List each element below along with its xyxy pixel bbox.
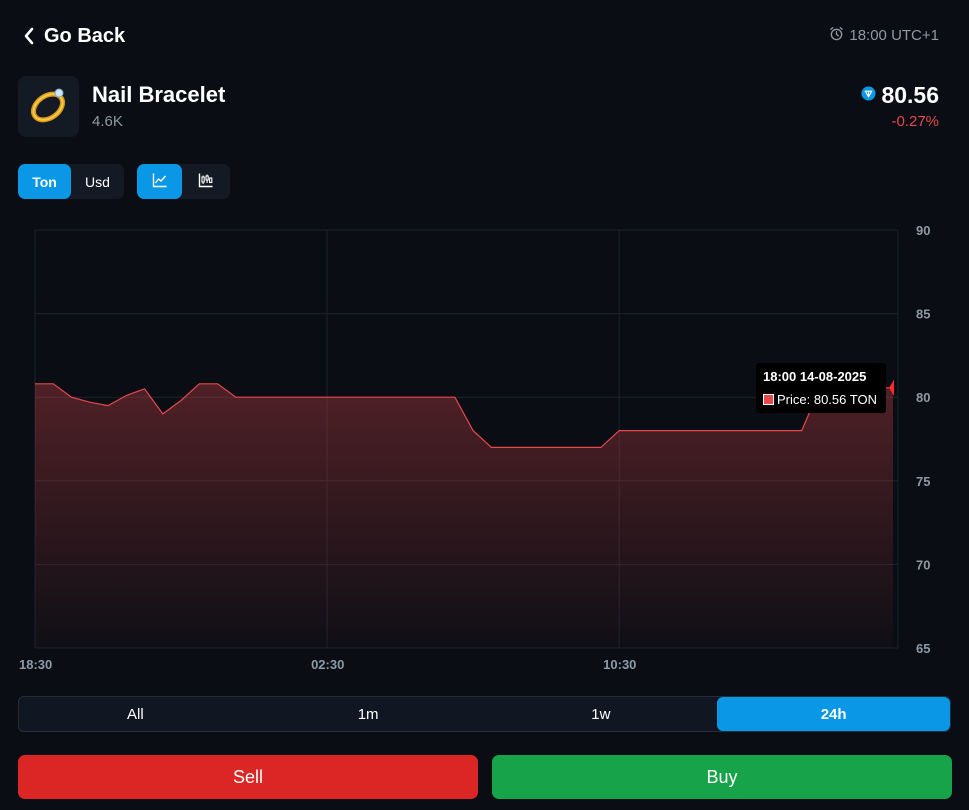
range-tab-all[interactable]: All <box>127 705 144 723</box>
price-area <box>35 383 893 648</box>
range-tab-24h[interactable]: 24h <box>717 697 950 731</box>
range-tabs: All 1m 1w 24h <box>18 696 951 732</box>
range-tab-1w[interactable]: 1w <box>591 705 611 723</box>
line-chart-icon <box>152 172 168 191</box>
currency-toggle: Ton Usd <box>18 164 124 199</box>
item-thumbnail <box>18 76 79 137</box>
sell-button[interactable]: Sell <box>18 755 478 799</box>
current-price: 80.56 <box>881 82 939 108</box>
price-chart-svg[interactable]: 65 70 75 80 85 90 18:30 02:30 10:30 <box>0 210 969 680</box>
price-line <box>35 383 893 448</box>
line-chart-button[interactable] <box>137 164 182 199</box>
clock-text: 18:00 UTC+1 <box>849 27 939 44</box>
candlestick-chart-icon <box>198 172 214 191</box>
x-tick-label: 02:30 <box>311 657 344 672</box>
buy-button[interactable]: Buy <box>492 755 952 799</box>
item-name: Nail Bracelet <box>92 82 226 107</box>
y-tick-label: 80 <box>916 390 930 405</box>
timezone-clock: 18:00 UTC+1 <box>829 26 939 45</box>
ton-icon <box>861 85 876 106</box>
last-price-marker <box>889 379 894 396</box>
currency-option-usd[interactable]: Usd <box>85 173 110 190</box>
price-block: 80.56 <box>861 82 939 109</box>
chart-type-toggle <box>137 164 230 199</box>
y-tick-label: 90 <box>916 223 930 238</box>
ring-icon <box>26 81 72 132</box>
alarm-clock-icon <box>829 26 844 45</box>
price-change: -0.27% <box>891 113 939 130</box>
tooltip-swatch <box>763 394 774 405</box>
go-back-label: Go Back <box>44 24 126 47</box>
currency-option-ton[interactable]: Ton <box>18 164 71 199</box>
range-tab-1m[interactable]: 1m <box>357 705 379 723</box>
chart-tooltip: 18:00 14-08-2025 Price: 80.56 TON <box>756 363 886 413</box>
chevron-left-icon <box>22 27 36 45</box>
tooltip-title: 18:00 14-08-2025 <box>763 369 867 384</box>
x-tick-label: 18:30 <box>19 657 52 672</box>
y-tick-label: 85 <box>916 307 930 322</box>
price-chart[interactable]: 65 70 75 80 85 90 18:30 02:30 10:30 <box>0 210 969 680</box>
go-back-button[interactable]: Go Back <box>22 22 125 50</box>
y-tick-label: 70 <box>916 557 930 572</box>
y-tick-label: 65 <box>916 641 930 656</box>
item-supply: 4.6K <box>92 113 123 130</box>
tooltip-price: Price: 80.56 TON <box>777 392 877 407</box>
x-tick-label: 10:30 <box>603 657 636 672</box>
candlestick-chart-button[interactable] <box>182 164 230 199</box>
tooltip-price-row: Price: 80.56 TON <box>763 392 877 407</box>
y-tick-label: 75 <box>916 474 930 489</box>
